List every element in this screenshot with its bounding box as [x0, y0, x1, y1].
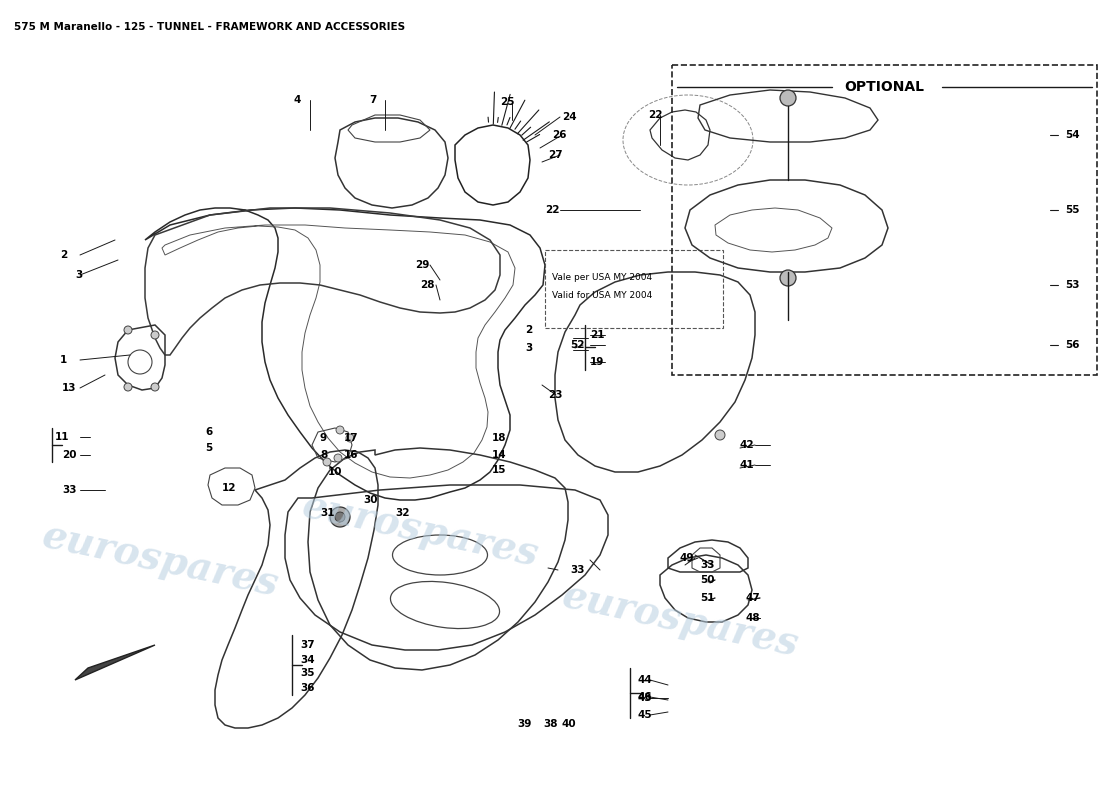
- Text: 42: 42: [740, 440, 755, 450]
- Text: 40: 40: [562, 719, 576, 729]
- Text: OPTIONAL: OPTIONAL: [844, 80, 924, 94]
- Text: 18: 18: [492, 433, 506, 443]
- Text: 33: 33: [700, 560, 715, 570]
- Text: 45: 45: [638, 710, 652, 720]
- Polygon shape: [75, 645, 155, 680]
- Text: 47: 47: [745, 593, 760, 603]
- Text: 23: 23: [548, 390, 562, 400]
- Text: 15: 15: [492, 465, 506, 475]
- Text: Vale per USA MY 2004: Vale per USA MY 2004: [552, 274, 652, 282]
- Text: 2: 2: [60, 250, 67, 260]
- Circle shape: [346, 434, 354, 442]
- Text: 3: 3: [525, 343, 532, 353]
- Text: eurospares: eurospares: [298, 486, 541, 574]
- Circle shape: [780, 270, 796, 286]
- Text: eurospares: eurospares: [559, 576, 802, 664]
- Circle shape: [323, 458, 331, 466]
- Circle shape: [715, 430, 725, 440]
- Text: 50: 50: [700, 575, 715, 585]
- Text: 20: 20: [62, 450, 77, 460]
- Text: 27: 27: [548, 150, 562, 160]
- Text: 55: 55: [1065, 205, 1079, 215]
- Text: 12: 12: [222, 483, 236, 493]
- Text: 7: 7: [368, 95, 376, 105]
- Text: 46: 46: [638, 692, 652, 702]
- Circle shape: [151, 383, 160, 391]
- Text: 3: 3: [75, 270, 82, 280]
- Text: eurospares: eurospares: [39, 516, 282, 604]
- Text: 49: 49: [680, 553, 694, 563]
- Text: 33: 33: [570, 565, 584, 575]
- Text: 19: 19: [590, 357, 604, 367]
- Text: 44: 44: [638, 675, 652, 685]
- Text: 13: 13: [62, 383, 77, 393]
- Circle shape: [124, 383, 132, 391]
- Text: 2: 2: [525, 325, 532, 335]
- Text: 31: 31: [320, 508, 334, 518]
- Text: 33: 33: [62, 485, 77, 495]
- Text: 5: 5: [205, 443, 212, 453]
- Text: 36: 36: [300, 683, 315, 693]
- Text: 11: 11: [55, 432, 69, 442]
- Circle shape: [330, 507, 350, 527]
- Text: 52: 52: [570, 340, 584, 350]
- Text: 28: 28: [420, 280, 434, 290]
- Text: 34: 34: [300, 655, 315, 665]
- Text: 10: 10: [328, 467, 342, 477]
- Circle shape: [336, 512, 345, 522]
- Circle shape: [124, 326, 132, 334]
- Text: 48: 48: [745, 613, 760, 623]
- Text: 16: 16: [344, 450, 359, 460]
- Circle shape: [336, 426, 344, 434]
- Text: 6: 6: [205, 427, 212, 437]
- Text: 26: 26: [552, 130, 567, 140]
- Text: 51: 51: [700, 593, 715, 603]
- Text: 9: 9: [320, 433, 327, 443]
- Text: 32: 32: [395, 508, 409, 518]
- Text: 4: 4: [293, 95, 300, 105]
- Text: 41: 41: [740, 460, 755, 470]
- Text: 25: 25: [500, 97, 515, 107]
- Text: 30: 30: [363, 495, 377, 505]
- Text: 29: 29: [415, 260, 429, 270]
- Text: 38: 38: [543, 719, 558, 729]
- Text: 37: 37: [300, 640, 315, 650]
- Text: 21: 21: [590, 330, 605, 340]
- Text: 22: 22: [544, 205, 560, 215]
- Text: 54: 54: [1065, 130, 1079, 140]
- Text: 1: 1: [60, 355, 67, 365]
- Text: 8: 8: [320, 450, 328, 460]
- Text: 14: 14: [492, 450, 507, 460]
- Text: 24: 24: [562, 112, 576, 122]
- Circle shape: [334, 454, 342, 462]
- Text: 43: 43: [638, 693, 652, 703]
- Text: 53: 53: [1065, 280, 1079, 290]
- Text: 22: 22: [648, 110, 662, 120]
- Text: Valid for USA MY 2004: Valid for USA MY 2004: [552, 290, 652, 299]
- Text: 56: 56: [1065, 340, 1079, 350]
- Text: 35: 35: [300, 668, 315, 678]
- Circle shape: [780, 90, 796, 106]
- Text: 575 M Maranello - 125 - TUNNEL - FRAMEWORK AND ACCESSORIES: 575 M Maranello - 125 - TUNNEL - FRAMEWO…: [14, 22, 405, 32]
- Text: 17: 17: [344, 433, 359, 443]
- Text: 39: 39: [517, 719, 531, 729]
- Circle shape: [151, 331, 160, 339]
